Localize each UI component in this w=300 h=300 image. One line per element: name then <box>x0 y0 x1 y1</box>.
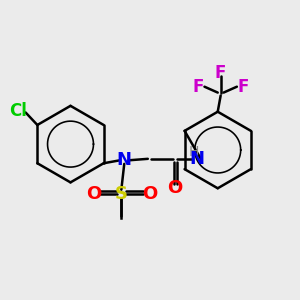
Text: F: F <box>193 78 204 96</box>
Text: N: N <box>189 150 204 168</box>
Text: F: F <box>215 64 226 82</box>
Text: Cl: Cl <box>9 102 27 120</box>
Text: O: O <box>167 179 182 197</box>
Text: S: S <box>115 185 128 203</box>
Text: O: O <box>142 185 157 203</box>
Text: H: H <box>189 146 199 159</box>
Text: N: N <box>117 151 132 169</box>
Text: O: O <box>86 185 101 203</box>
Text: F: F <box>237 78 248 96</box>
